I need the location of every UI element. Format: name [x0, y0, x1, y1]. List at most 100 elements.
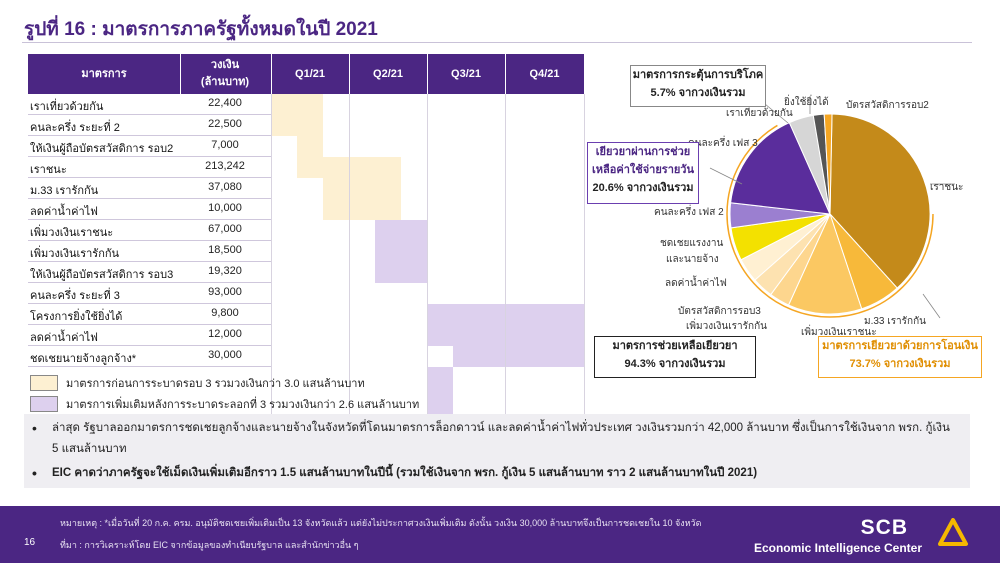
measures-pie-chart	[709, 96, 955, 319]
row-amount: 19,320	[208, 265, 242, 277]
timeline-bar-raochana	[323, 157, 401, 178]
table-row: ม.33 เรารักกัน 37,080	[28, 178, 584, 199]
row-measure: โครงการยิ่งใช้ยิ่งได้	[30, 311, 123, 323]
footer: หมายเหตุ : *เมื่อวันที่ 20 ก.ค. ครม. อนุ…	[0, 506, 1000, 563]
row-measure: คนละครึ่ง ระยะที่ 3	[30, 290, 120, 302]
table-row: คนละครึ่ง ระยะที่ 2 22,500	[28, 115, 584, 136]
callout-daily-expense-line2: เหลือค่าใช้จ่ายรายวัน	[591, 164, 695, 176]
timeline-bar-travel	[271, 94, 323, 136]
row-measure: ชดเชยนายจ้างลูกจ้าง*	[30, 353, 137, 365]
footer-note: หมายเหตุ : *เมื่อวันที่ 20 ก.ค. ครม. อนุ…	[60, 518, 702, 528]
pie-label-yingchai: ยิ่งใช้ยิ่งได้	[784, 97, 829, 108]
row-amount: 9,800	[211, 307, 239, 319]
table-row: ลดค่าน้ำค่าไฟ 12,000	[28, 325, 584, 346]
row-amount: 67,000	[208, 223, 242, 235]
pie-label-add-raorakkan: เพิ่มวงเงินเรารักกัน	[686, 321, 767, 332]
callout-cash-transfer: มาตรการเยียวยาด้วยการโอนเงิน 73.7% จากวง…	[818, 336, 982, 378]
callout-cash-transfer-title: มาตรการเยียวยาด้วยการโอนเงิน	[822, 340, 978, 352]
row-measure: ลดค่าน้ำค่าไฟ	[30, 206, 98, 218]
table-row: ให้เงินผู้ถือบัตรสวัสดิการ รอบ3 19,320	[28, 262, 584, 283]
header-q1: Q1/21	[295, 67, 325, 80]
timeline-bar-m33	[323, 178, 401, 220]
row-amount: 7,000	[211, 139, 239, 151]
brand-center-name: Economic Intelligence Center	[753, 541, 922, 555]
table-row: เพิ่มวงเงินเรารักกัน 18,500	[28, 241, 584, 262]
row-amount: 30,000	[208, 349, 242, 361]
title-divider	[22, 42, 972, 43]
table-row: เราเที่ยวด้วยกัน 22,400	[28, 94, 584, 115]
bullet-latest-line1: ล่าสุด รัฐบาลออกมาตรการชดเชยลูกจ้างและนา…	[52, 422, 950, 434]
pie-label-card3: บัตรสวัสดิการรอบ3	[678, 306, 761, 317]
table-row: เราชนะ 213,242	[28, 157, 584, 178]
row-amount: 22,500	[208, 118, 242, 130]
legend-post: มาตรการเพิ่มเติมหลังการระบาดระลอกที่ 3 ร…	[30, 395, 419, 413]
table-row: ลดค่าน้ำค่าไฟ 10,000	[28, 199, 584, 220]
pie-label-add-raochana: เพิ่มวงเงินเราชนะ	[801, 327, 877, 338]
pie-label-half3: คนละครึ่ง เฟส 3	[688, 138, 758, 149]
callout-daily-expense-share: 20.6% จากวงเงินรวม	[592, 182, 694, 194]
callout-daily-expense-line1: เยียวยาผ่านการช่วย	[595, 146, 691, 158]
page-title: รูปที่ 16 : มาตรการภาครัฐทั้งหมดในปี 202…	[24, 19, 378, 40]
header-q2: Q2/21	[373, 67, 403, 80]
row-measure: ลดค่าน้ำค่าไฟ	[30, 332, 98, 344]
row-amount: 213,242	[205, 160, 245, 172]
pie-leader-line	[922, 293, 941, 319]
legend-pre-label: มาตรการก่อนการระบาดรอบ 3 รวมวงเงินกว่า 3…	[66, 378, 365, 390]
timeline-bar-water2	[427, 367, 453, 388]
row-amount: 22,400	[208, 97, 242, 109]
row-amount: 12,000	[208, 328, 242, 340]
pie-label-half2: คนละครึ่ง เฟส 2	[654, 207, 724, 218]
pie-label-water: ลดค่าน้ำค่าไฟ	[665, 278, 727, 289]
row-amount: 37,080	[208, 181, 242, 193]
timeline-grid	[28, 94, 585, 424]
callout-stimulus: มาตรการกระตุ้นการบริโภค 5.7% จากวงเงินรว…	[630, 65, 766, 107]
callout-cash-transfer-share: 73.7% จากวงเงินรวม	[849, 358, 951, 370]
timeline-bar-yingchai	[453, 346, 584, 367]
pie-label-labor-1: ชดเชยแรงงาน	[660, 238, 724, 249]
row-measure: เพิ่มวงเงินเราชนะ	[30, 227, 114, 239]
header-amount: วงเงิน (ล้านบาท)	[200, 59, 250, 88]
row-amount: 93,000	[208, 286, 242, 298]
callout-daily-expense: เยียวยาผ่านการช่วย เหลือค่าใช้จ่ายรายวัน…	[587, 142, 699, 204]
callout-relief-share: 94.3% จากวงเงินรวม	[624, 358, 726, 370]
table-row: เพิ่มวงเงินเราชนะ 67,000	[28, 220, 584, 241]
timeline-bar-half2	[297, 136, 323, 157]
header-q4: Q4/21	[529, 67, 560, 80]
legend-post-label: มาตรการเพิ่มเติมหลังการระบาดระลอกที่ 3 ร…	[66, 399, 420, 411]
legend-pre: มาตรการก่อนการระบาดรอบ 3 รวมวงเงินกว่า 3…	[30, 374, 365, 392]
scb-logo-icon	[938, 518, 968, 546]
table-row: โครงการยิ่งใช้ยิ่งได้ 9,800	[28, 304, 584, 325]
row-measure: คนละครึ่ง ระยะที่ 2	[30, 122, 120, 134]
row-amount: 10,000	[208, 202, 242, 214]
legend-swatch-post	[30, 396, 58, 412]
cash-transfer-outline	[726, 110, 934, 318]
row-measure: ม.33 เรารักกัน	[30, 185, 99, 197]
footer-source: ที่มา : การวิเคราะห์โดย EIC จากข้อมูลของ…	[60, 540, 359, 550]
bullet-dot: •	[32, 420, 37, 436]
callout-stimulus-share: 5.7% จากวงเงินรวม	[650, 87, 746, 99]
pie-slice	[829, 113, 931, 289]
row-measure: เพิ่มวงเงินเรารักกัน	[30, 248, 120, 260]
page-number: 16	[24, 537, 36, 548]
bullet-dot: •	[32, 465, 37, 481]
pie-label-card2: บัตรสวัสดิการรอบ2	[846, 100, 929, 111]
callout-relief: มาตรการช่วยเหลือเยียวยา 94.3% จากวงเงินร…	[594, 336, 756, 378]
callout-stimulus-title: มาตรการกระตุ้นการบริโภค	[632, 69, 764, 81]
timeline-bar-water1	[375, 220, 427, 283]
table-header: มาตรการ วงเงิน (ล้านบาท) Q1/21 Q2/21 Q3/…	[28, 54, 584, 94]
bullet-eic-forecast-text: EIC คาดว่าภาครัฐจะใช้เม็ดเงินเพิ่มเติมอี…	[52, 467, 758, 479]
pie-leader-line	[709, 167, 743, 185]
row-measure: ให้เงินผู้ถือบัตรสวัสดิการ รอบ3	[30, 269, 174, 281]
pie-leader-line	[764, 103, 789, 124]
table-row: ให้เงินผู้ถือบัตรสวัสดิการ รอบ2 7,000	[28, 136, 584, 157]
row-amount: 18,500	[208, 244, 242, 256]
pie-slice	[787, 212, 863, 315]
pie-label-raochana: เราชนะ	[930, 182, 964, 193]
row-measure: เราชนะ	[30, 164, 67, 176]
row-measure: เราเที่ยวด้วยกัน	[30, 101, 104, 113]
pie-label-m33: ม.33 เรารักกัน	[864, 316, 926, 327]
pie-slice	[823, 113, 833, 215]
key-points: • ล่าสุด รัฐบาลออกมาตรการชดเชยลูกจ้างและ…	[24, 414, 970, 488]
table-row: ชดเชยนายจ้างลูกจ้าง* 30,000	[28, 346, 584, 367]
callout-relief-title: มาตรการช่วยเหลือเยียวยา	[612, 340, 738, 352]
